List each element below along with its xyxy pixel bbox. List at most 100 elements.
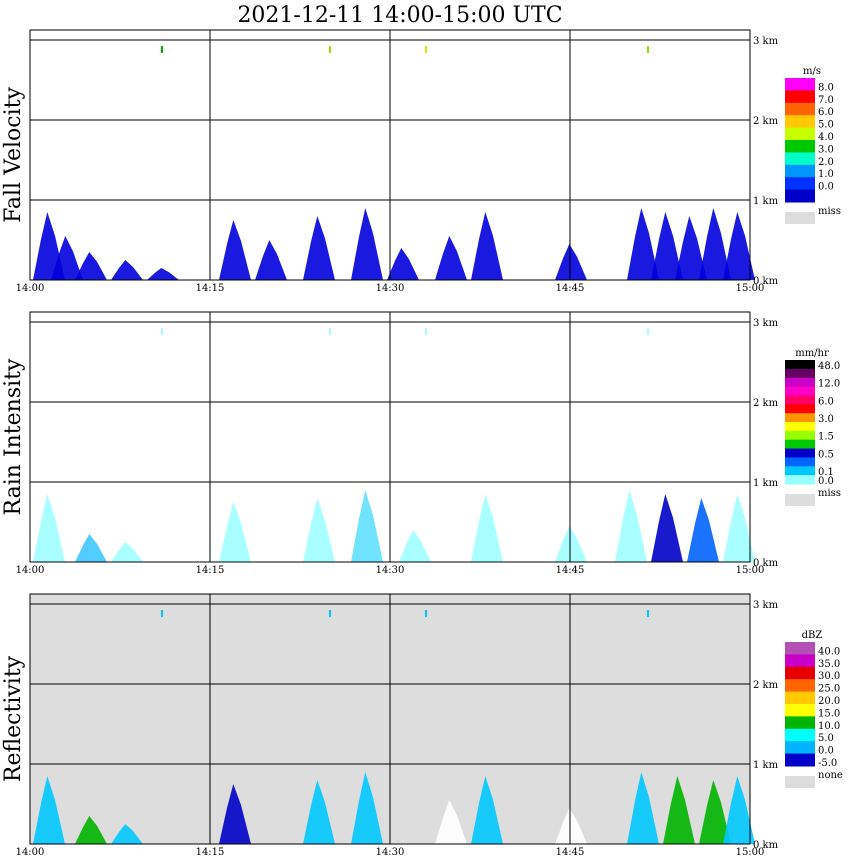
scale-label: 12.0 (818, 379, 840, 390)
scale-label: 0.0 (818, 182, 834, 193)
scale-unit: mm/hr (795, 348, 829, 359)
height-tick-label: 3 km (753, 318, 779, 329)
echo-column (219, 220, 251, 280)
scale-swatch (785, 189, 815, 203)
scale-label: 35.0 (818, 659, 840, 670)
echo-fleck (425, 46, 427, 53)
height-tick-label: 2 km (753, 680, 779, 691)
height-tick-label: 0 km (753, 840, 779, 851)
panel-reflectivity: 0 km 1 km 2 km 3 km 14:00 14:15 14:30 14:45 15:0… (1, 593, 843, 858)
scale-label: 7.0 (818, 95, 834, 106)
scale-miss-swatch (785, 212, 815, 224)
scale-swatch (785, 666, 815, 680)
echo-column (687, 498, 719, 562)
scale-swatch (785, 404, 815, 414)
time-tick-label: 14:30 (376, 565, 405, 576)
scale-label: 48.0 (818, 361, 840, 372)
echo-column (219, 502, 251, 562)
echo-fleck (647, 46, 649, 53)
time-tick-label: 15:00 (736, 847, 765, 858)
echo-column (399, 530, 431, 562)
echo-column (111, 260, 143, 280)
height-tick-label: 1 km (753, 760, 779, 771)
time-tick-label: 14:45 (556, 283, 585, 294)
echo-column (699, 208, 731, 280)
scale-swatch (785, 679, 815, 693)
echo-column (303, 216, 335, 280)
time-tick-label: 14:30 (376, 847, 405, 858)
echo-column (351, 208, 383, 280)
scale-label: 25.0 (818, 684, 840, 695)
echo-column (663, 776, 695, 844)
height-tick-label: 1 km (753, 478, 779, 489)
scale-swatch (785, 102, 815, 116)
scale-swatch (785, 422, 815, 432)
height-tick-label: 2 km (753, 398, 779, 409)
echo-column (651, 212, 683, 280)
panel-fall-velocity: 0 km 1 km 2 km 3 km 14:00 14:15 14:30 14:45 15:0… (1, 29, 841, 294)
scale-swatch (785, 360, 815, 370)
echo-column (303, 498, 335, 562)
scale-label: 4.0 (818, 132, 834, 143)
echo-column (699, 780, 731, 844)
scale-label: 15.0 (818, 708, 840, 719)
scale-label: 2.0 (818, 157, 834, 168)
time-tick-label: 14:00 (16, 565, 45, 576)
echo-fleck (425, 328, 427, 335)
scale-swatch (785, 654, 815, 668)
scale-miss-label: miss (818, 488, 841, 499)
panels: 0 km 1 km 2 km 3 km 14:00 14:15 14:30 14:45 15:0… (1, 29, 843, 858)
scale-miss-label: miss (818, 206, 841, 217)
height-tick-label: 3 km (753, 600, 779, 611)
scale-label: 0.0 (818, 746, 834, 757)
scale-label: 6.0 (818, 107, 834, 118)
scale-swatch (785, 368, 815, 379)
height-tick-label: 3 km (753, 36, 779, 47)
scale-swatch (785, 704, 815, 717)
echo-column (651, 494, 683, 562)
time-tick-label: 15:00 (736, 565, 765, 576)
time-tick-label: 14:00 (16, 283, 45, 294)
echo-column (471, 212, 503, 280)
echo-column (219, 784, 251, 844)
time-tick-label: 14:15 (196, 565, 225, 576)
echo-fleck (161, 46, 163, 53)
echo-column (351, 490, 383, 562)
echo-column (111, 542, 143, 562)
echo-fleck (161, 610, 163, 617)
scale-swatch (785, 164, 815, 178)
scale-label: 6.0 (818, 396, 834, 407)
echo-column (627, 772, 659, 844)
height-tick-label: 2 km (753, 116, 779, 127)
scale-label: 0.0 (818, 476, 834, 487)
scale-swatch (785, 386, 815, 396)
scale-swatch (785, 78, 815, 91)
echo-column (75, 816, 107, 844)
scale-swatch (785, 90, 815, 104)
echo-column (435, 800, 467, 844)
echo-fleck (329, 610, 331, 617)
scale-swatch (785, 152, 815, 166)
echo-fleck (161, 328, 163, 335)
time-tick-label: 14:45 (556, 565, 585, 576)
scale-label: 5.0 (818, 733, 834, 744)
echo-column (723, 494, 755, 562)
echo-column (255, 240, 287, 280)
scale-swatch (785, 439, 815, 450)
scale-label: 40.0 (818, 646, 840, 657)
scale-label: 30.0 (818, 671, 840, 682)
scale-swatch (785, 377, 815, 388)
echo-column (723, 212, 755, 280)
scale-miss-label: none (818, 770, 843, 781)
time-tick-label: 14:15 (196, 847, 225, 858)
scale-label: 20.0 (818, 696, 840, 707)
echo-column (387, 248, 419, 280)
echo-column (111, 824, 143, 844)
scale-label: -5.0 (818, 758, 837, 769)
echo-column (51, 236, 83, 280)
echo-column (675, 216, 707, 280)
scale-unit: dBZ (802, 630, 823, 641)
echo-column (351, 772, 383, 844)
echo-column (147, 268, 179, 280)
scale-label: 3.0 (818, 144, 834, 155)
